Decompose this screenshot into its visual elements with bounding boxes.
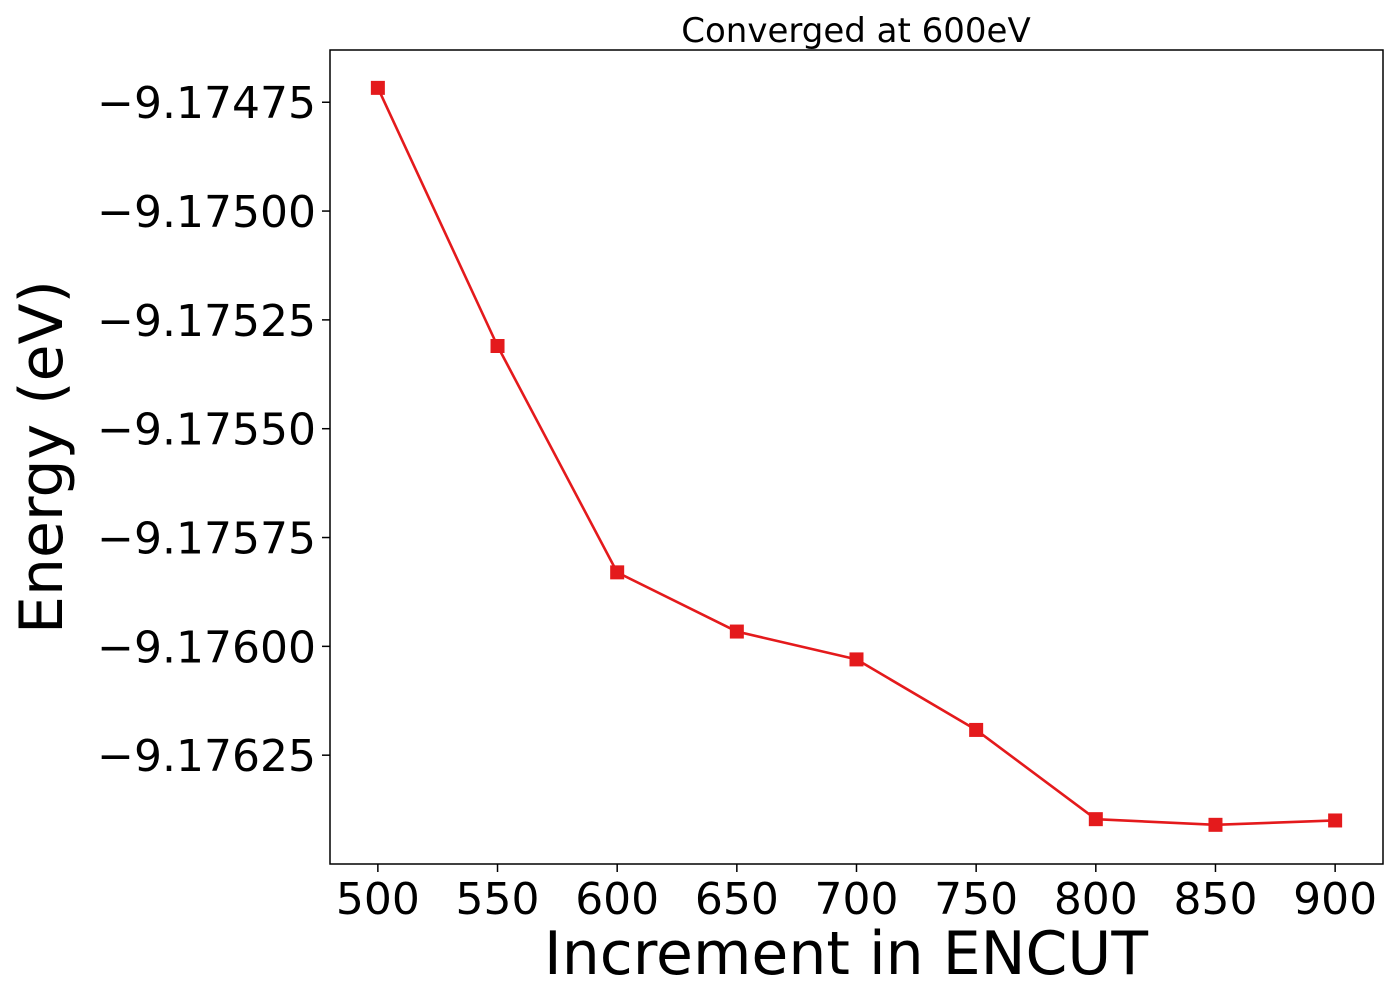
y-tick-label: −9.17475 — [97, 78, 316, 129]
x-tick-label: 600 — [575, 874, 659, 925]
y-tick-label: −9.17525 — [97, 296, 316, 347]
y-axis-label: Energy (eV) — [7, 280, 77, 634]
x-tick-label: 550 — [456, 874, 540, 925]
data-point-marker — [729, 624, 744, 639]
x-axis: 500 550 600 650 700 750 800 850 900 — [336, 864, 1377, 925]
data-point-marker — [370, 80, 385, 95]
x-tick-label: 500 — [336, 874, 420, 925]
data-point-marker — [849, 652, 864, 667]
data-point-marker — [490, 339, 505, 353]
data-point-marker — [1088, 812, 1103, 827]
series-line — [376, 87, 1336, 827]
x-tick-label: 900 — [1293, 874, 1377, 925]
data-point-marker — [969, 722, 984, 737]
plot-frame — [329, 49, 1384, 865]
x-axis-label: Increment in ENCUT — [544, 919, 1148, 989]
x-tick-label: 800 — [1054, 874, 1138, 925]
chart-title: Converged at 600eV — [681, 11, 1030, 51]
y-tick-label: −9.17600 — [97, 622, 316, 673]
y-tick-label: −9.17625 — [97, 731, 316, 782]
data-point-marker — [1208, 817, 1223, 832]
data-point-marker — [610, 565, 625, 580]
y-tick-label: −9.17550 — [97, 405, 316, 456]
data-point-marker — [1328, 813, 1343, 828]
x-tick-label: 850 — [1173, 874, 1257, 925]
y-tick-label: −9.17500 — [97, 187, 316, 238]
y-axis: −9.17475 −9.17500 −9.17525 −9.17550 −9.17575… — [97, 78, 330, 782]
series-layer — [370, 80, 1343, 832]
x-tick-label: 750 — [934, 874, 1018, 925]
x-tick-label: 700 — [815, 874, 899, 925]
x-tick-label: 650 — [695, 874, 779, 925]
y-tick-label: −9.17575 — [97, 514, 316, 565]
